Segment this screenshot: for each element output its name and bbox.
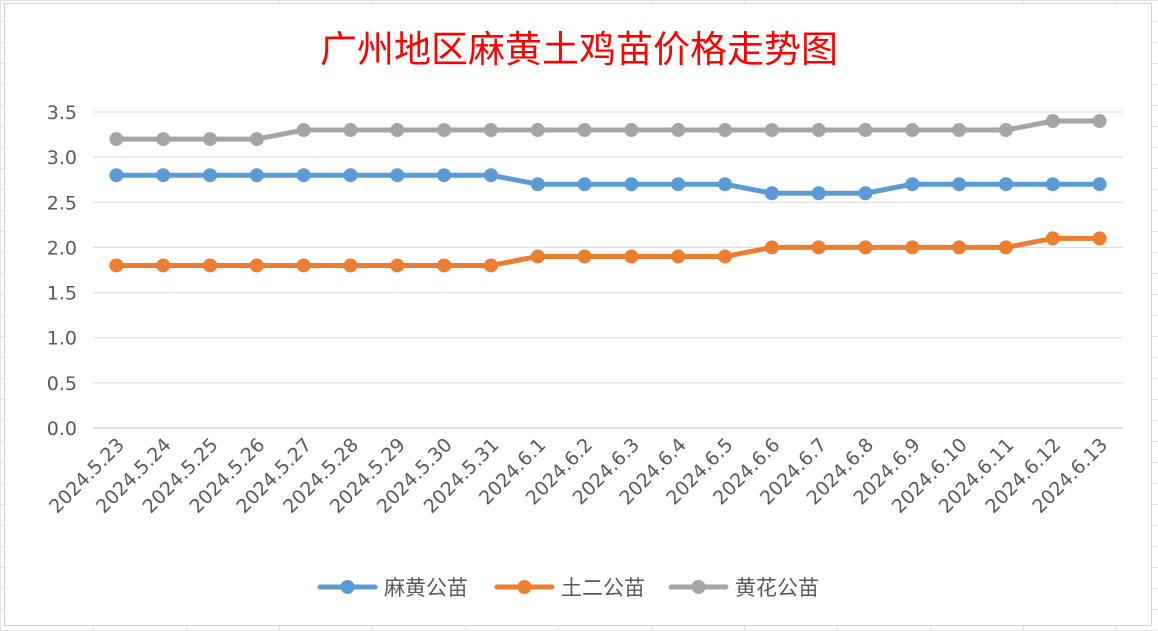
y-tick-label: 3.5 xyxy=(47,102,77,124)
data-point xyxy=(437,258,452,273)
series-line xyxy=(113,235,1103,268)
data-point xyxy=(437,123,452,138)
data-point xyxy=(624,177,639,192)
data-point xyxy=(530,177,545,192)
data-point xyxy=(905,177,920,192)
data-point xyxy=(764,240,779,255)
series-line xyxy=(113,118,1103,142)
data-point xyxy=(577,177,592,192)
data-point xyxy=(811,186,826,201)
series-line xyxy=(113,172,1103,196)
y-tick-label: 1.5 xyxy=(47,283,77,305)
data-point xyxy=(764,186,779,201)
data-point xyxy=(109,168,124,183)
y-tick-label: 0.5 xyxy=(47,373,77,395)
data-point xyxy=(1045,231,1060,246)
data-point xyxy=(156,168,171,183)
data-point xyxy=(343,168,358,183)
legend-marker xyxy=(517,580,532,594)
data-point xyxy=(296,123,311,138)
data-point xyxy=(718,177,733,192)
data-point xyxy=(483,123,498,138)
data-point xyxy=(343,123,358,138)
data-point xyxy=(718,249,733,264)
legend-marker xyxy=(691,580,706,594)
data-point xyxy=(718,123,733,138)
chart-frame xyxy=(4,3,1152,626)
data-point xyxy=(530,123,545,138)
y-tick-label: 3.0 xyxy=(47,147,77,169)
data-point xyxy=(1045,114,1060,129)
data-point xyxy=(671,123,686,138)
y-tick-label: 2.5 xyxy=(47,192,77,214)
data-point xyxy=(952,123,967,138)
legend-label: 麻黄公苗 xyxy=(384,576,468,600)
data-point xyxy=(952,177,967,192)
data-point xyxy=(249,132,264,147)
data-point xyxy=(203,168,218,183)
data-point xyxy=(905,123,920,138)
data-point xyxy=(671,177,686,192)
chart-title: 广州地区麻黄土鸡苗价格走势图 xyxy=(320,28,838,71)
data-point xyxy=(437,168,452,183)
data-point xyxy=(1045,177,1060,192)
data-point xyxy=(156,258,171,273)
data-point xyxy=(1092,114,1107,129)
y-tick-label: 1.0 xyxy=(47,328,77,350)
data-point xyxy=(624,123,639,138)
data-point xyxy=(998,240,1013,255)
data-point xyxy=(858,186,873,201)
data-point xyxy=(530,249,545,264)
data-point xyxy=(858,123,873,138)
data-point xyxy=(952,240,967,255)
data-point xyxy=(249,168,264,183)
data-point xyxy=(671,249,686,264)
data-point xyxy=(156,132,171,147)
data-point xyxy=(109,132,124,147)
data-point xyxy=(1092,177,1107,192)
y-tick-label: 2.0 xyxy=(47,237,77,259)
data-point xyxy=(203,132,218,147)
data-point xyxy=(858,240,873,255)
data-point xyxy=(577,249,592,264)
data-point xyxy=(905,240,920,255)
data-point xyxy=(764,123,779,138)
data-point xyxy=(296,258,311,273)
data-point xyxy=(998,177,1013,192)
legend-marker xyxy=(340,580,355,594)
data-point xyxy=(296,168,311,183)
data-point xyxy=(483,168,498,183)
data-point xyxy=(1092,231,1107,246)
data-point xyxy=(390,168,405,183)
data-point xyxy=(203,258,218,273)
data-point xyxy=(811,123,826,138)
data-point xyxy=(343,258,358,273)
data-point xyxy=(811,240,826,255)
legend-label: 黄花公苗 xyxy=(735,576,819,600)
data-point xyxy=(624,249,639,264)
data-point xyxy=(390,258,405,273)
data-point xyxy=(998,123,1013,138)
data-point xyxy=(577,123,592,138)
y-tick-label: 0.0 xyxy=(47,418,77,440)
data-point xyxy=(249,258,264,273)
data-point xyxy=(390,123,405,138)
legend-label: 土二公苗 xyxy=(561,576,645,600)
data-point xyxy=(483,258,498,273)
data-point xyxy=(109,258,124,273)
